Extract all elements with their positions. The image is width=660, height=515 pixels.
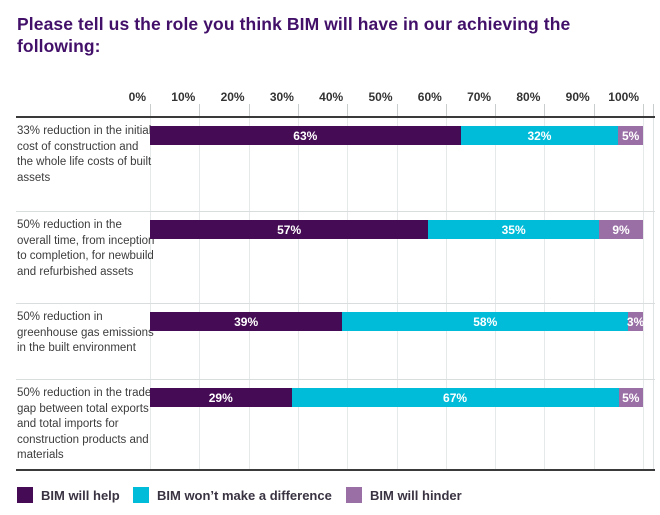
axis-tick-label: 70% <box>467 90 492 104</box>
axis-tick-mark <box>446 104 447 117</box>
axis-tick-mark <box>643 104 644 117</box>
bar-segment: 35% <box>428 220 600 239</box>
bar-value-label: 39% <box>234 314 259 329</box>
bar-value-label: 67% <box>443 390 468 405</box>
category-label: 50% reduction in the overall time, from … <box>17 219 155 278</box>
axis-baseline <box>16 116 655 118</box>
bar-value-label: 29% <box>208 390 233 405</box>
category-label: 33% reduction in the initial cost of con… <box>17 125 152 184</box>
stacked-bar: 39% 58% 3% <box>150 312 645 331</box>
row-separator <box>16 303 655 304</box>
bar-value-label: 57% <box>277 222 302 237</box>
chart-bottom-line <box>16 469 655 471</box>
bar-value-label: 63% <box>293 128 318 143</box>
axis-tick-label: 10% <box>171 90 196 104</box>
bar-value-label: 3% <box>626 314 645 329</box>
bar-value-label: 5% <box>621 128 640 143</box>
axis-tick-label: 0% <box>128 90 146 104</box>
axis-tick-label: 80% <box>516 90 541 104</box>
stacked-bar: 29% 67% 5% <box>150 388 643 407</box>
legend-item: BIM won’t make a difference <box>133 487 332 503</box>
gridline-vertical <box>298 117 299 470</box>
row-separator <box>16 211 655 212</box>
category-label: 50% reduction in the trade gap between t… <box>17 387 152 462</box>
axis-tick-label: 60% <box>417 90 442 104</box>
gridline-vertical <box>397 117 398 470</box>
bar-value-label: 32% <box>527 128 552 143</box>
gridline-vertical <box>347 117 348 470</box>
axis-tick-label: 40% <box>319 90 344 104</box>
gridline-vertical <box>446 117 447 470</box>
axis-tick-label: 20% <box>220 90 245 104</box>
bar-segment: 5% <box>618 388 643 407</box>
stacked-bar: 63% 32% 5% <box>150 126 643 145</box>
bar-segment: 32% <box>460 126 619 145</box>
gridline-vertical <box>544 117 545 470</box>
bar-segment: 5% <box>618 126 643 145</box>
axis-tick-mark <box>653 104 654 117</box>
chart-right-edge-line <box>653 117 654 470</box>
axis-tick-mark <box>397 104 398 117</box>
gridline-vertical <box>594 117 595 470</box>
axis-tick-mark <box>249 104 250 117</box>
legend-swatch <box>346 487 362 503</box>
legend-item: BIM will help <box>17 487 120 503</box>
bar-value-label: 58% <box>473 314 498 329</box>
axis-tick-mark <box>298 104 299 117</box>
axis-tick-label: 100% <box>608 90 639 104</box>
bar-segment: 63% <box>150 126 461 145</box>
gridline-vertical <box>150 117 151 470</box>
legend-item: BIM will hinder <box>346 487 462 503</box>
axis-tick-label: 90% <box>565 90 590 104</box>
row-separator <box>16 379 655 380</box>
bar-segment: 58% <box>342 312 629 331</box>
gridline-vertical <box>249 117 250 470</box>
bar-value-label: 35% <box>501 222 526 237</box>
bar-segment: 67% <box>291 388 619 407</box>
axis-tick-label: 30% <box>269 90 294 104</box>
category-label: 50% reduction in greenhouse gas emission… <box>17 311 154 355</box>
gridline-vertical <box>495 117 496 470</box>
gridline-vertical <box>199 117 200 470</box>
axis-tick-mark <box>594 104 595 117</box>
stacked-bar: 57% 35% 9% <box>150 220 643 239</box>
bar-value-label: 5% <box>622 390 640 405</box>
gridline-vertical <box>643 117 644 470</box>
bar-value-label: 9% <box>612 222 630 237</box>
axis-tick-mark <box>347 104 348 117</box>
bar-segment: 57% <box>150 220 429 239</box>
axis-tick-mark <box>495 104 496 117</box>
legend-swatch <box>133 487 149 503</box>
legend-label: BIM won’t make a difference <box>157 487 332 503</box>
axis-tick-label: 50% <box>368 90 393 104</box>
legend-label: BIM will hinder <box>370 487 462 503</box>
page-title: Please tell us the role you think BIM wi… <box>17 14 571 56</box>
axis-tick-mark <box>150 104 151 117</box>
legend-swatch <box>17 487 33 503</box>
axis-tick-mark <box>544 104 545 117</box>
bar-segment: 9% <box>599 220 643 239</box>
bar-segment: 3% <box>626 312 645 331</box>
bar-segment: 39% <box>150 312 343 331</box>
axis-tick-mark <box>199 104 200 117</box>
legend-label: BIM will help <box>41 487 120 503</box>
bar-segment: 29% <box>150 388 292 407</box>
